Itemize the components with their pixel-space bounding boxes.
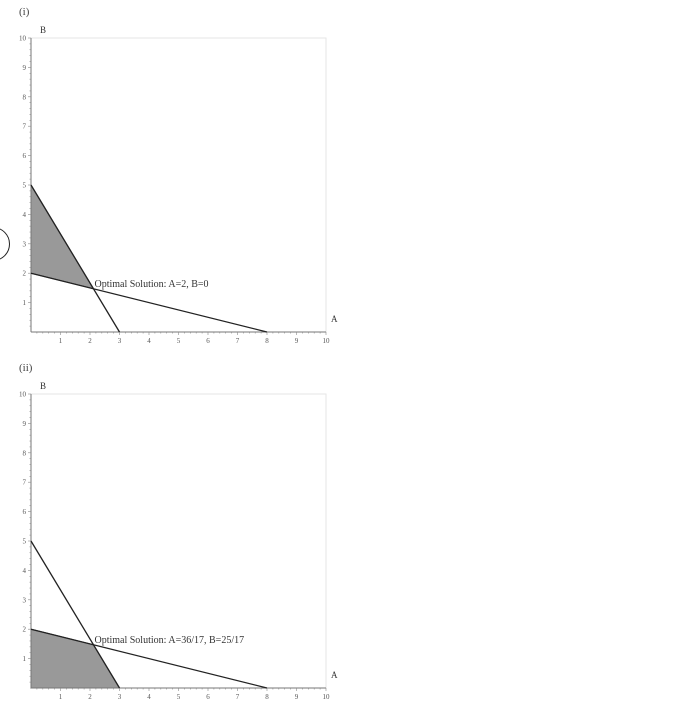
y-tick-label: 2 <box>23 270 27 278</box>
x-tick-label: 9 <box>295 337 299 345</box>
x-tick-label: 10 <box>323 337 331 345</box>
x-tick-label: 4 <box>147 693 151 701</box>
optimal-solution-annotation: Optimal Solution: A=36/17, B=25/17 <box>94 635 244 646</box>
x-tick-label: 8 <box>265 693 269 701</box>
x-tick-label: 9 <box>295 693 299 701</box>
panel-label-ii: (ii) <box>19 362 33 374</box>
y-tick-label: 3 <box>23 240 27 248</box>
x-tick-label: 7 <box>236 693 240 701</box>
x-tick-label: 2 <box>88 337 92 345</box>
y-tick-label: 10 <box>19 35 27 43</box>
constraint-line <box>30 628 268 689</box>
optimal-solution-annotation: Optimal Solution: A=2, B=0 <box>94 279 208 290</box>
x-tick-label: 8 <box>265 337 269 345</box>
y-tick-label: 7 <box>23 123 27 131</box>
constraint-line <box>30 272 268 333</box>
y-tick-label: 4 <box>23 211 27 219</box>
y-tick-label: 6 <box>23 508 27 516</box>
y-tick-label: 7 <box>23 479 27 487</box>
constraint-line <box>30 540 121 689</box>
y-tick-label: 4 <box>23 567 27 575</box>
y-tick-label: 1 <box>23 299 27 307</box>
y-tick-label: 10 <box>19 391 27 399</box>
y-axis-label: B <box>40 25 46 35</box>
y-tick-label: 8 <box>23 93 27 101</box>
x-tick-label: 10 <box>323 693 331 701</box>
panel-label-i: (i) <box>19 6 30 18</box>
x-axis-label: A <box>331 670 338 680</box>
x-tick-label: 1 <box>59 337 63 345</box>
y-tick-label: 2 <box>23 626 27 634</box>
x-tick-label: 3 <box>118 693 122 701</box>
x-tick-label: 2 <box>88 693 92 701</box>
x-tick-label: 5 <box>177 337 181 345</box>
y-tick-label: 9 <box>23 64 27 72</box>
y-tick-label: 5 <box>23 538 27 546</box>
x-tick-label: 4 <box>147 337 151 345</box>
x-tick-label: 3 <box>118 337 122 345</box>
y-tick-label: 8 <box>23 449 27 457</box>
y-tick-label: 3 <box>23 596 27 604</box>
y-tick-label: 5 <box>23 182 27 190</box>
y-tick-label: 6 <box>23 152 27 160</box>
constraint-line <box>30 184 121 333</box>
x-axis-label: A <box>331 314 338 324</box>
y-tick-label: 1 <box>23 655 27 663</box>
y-tick-label: 9 <box>23 420 27 428</box>
x-tick-label: 7 <box>236 337 240 345</box>
x-tick-label: 5 <box>177 693 181 701</box>
y-axis-label: B <box>40 381 46 391</box>
x-tick-label: 6 <box>206 693 210 701</box>
x-tick-label: 6 <box>206 337 210 345</box>
x-tick-label: 1 <box>59 693 63 701</box>
